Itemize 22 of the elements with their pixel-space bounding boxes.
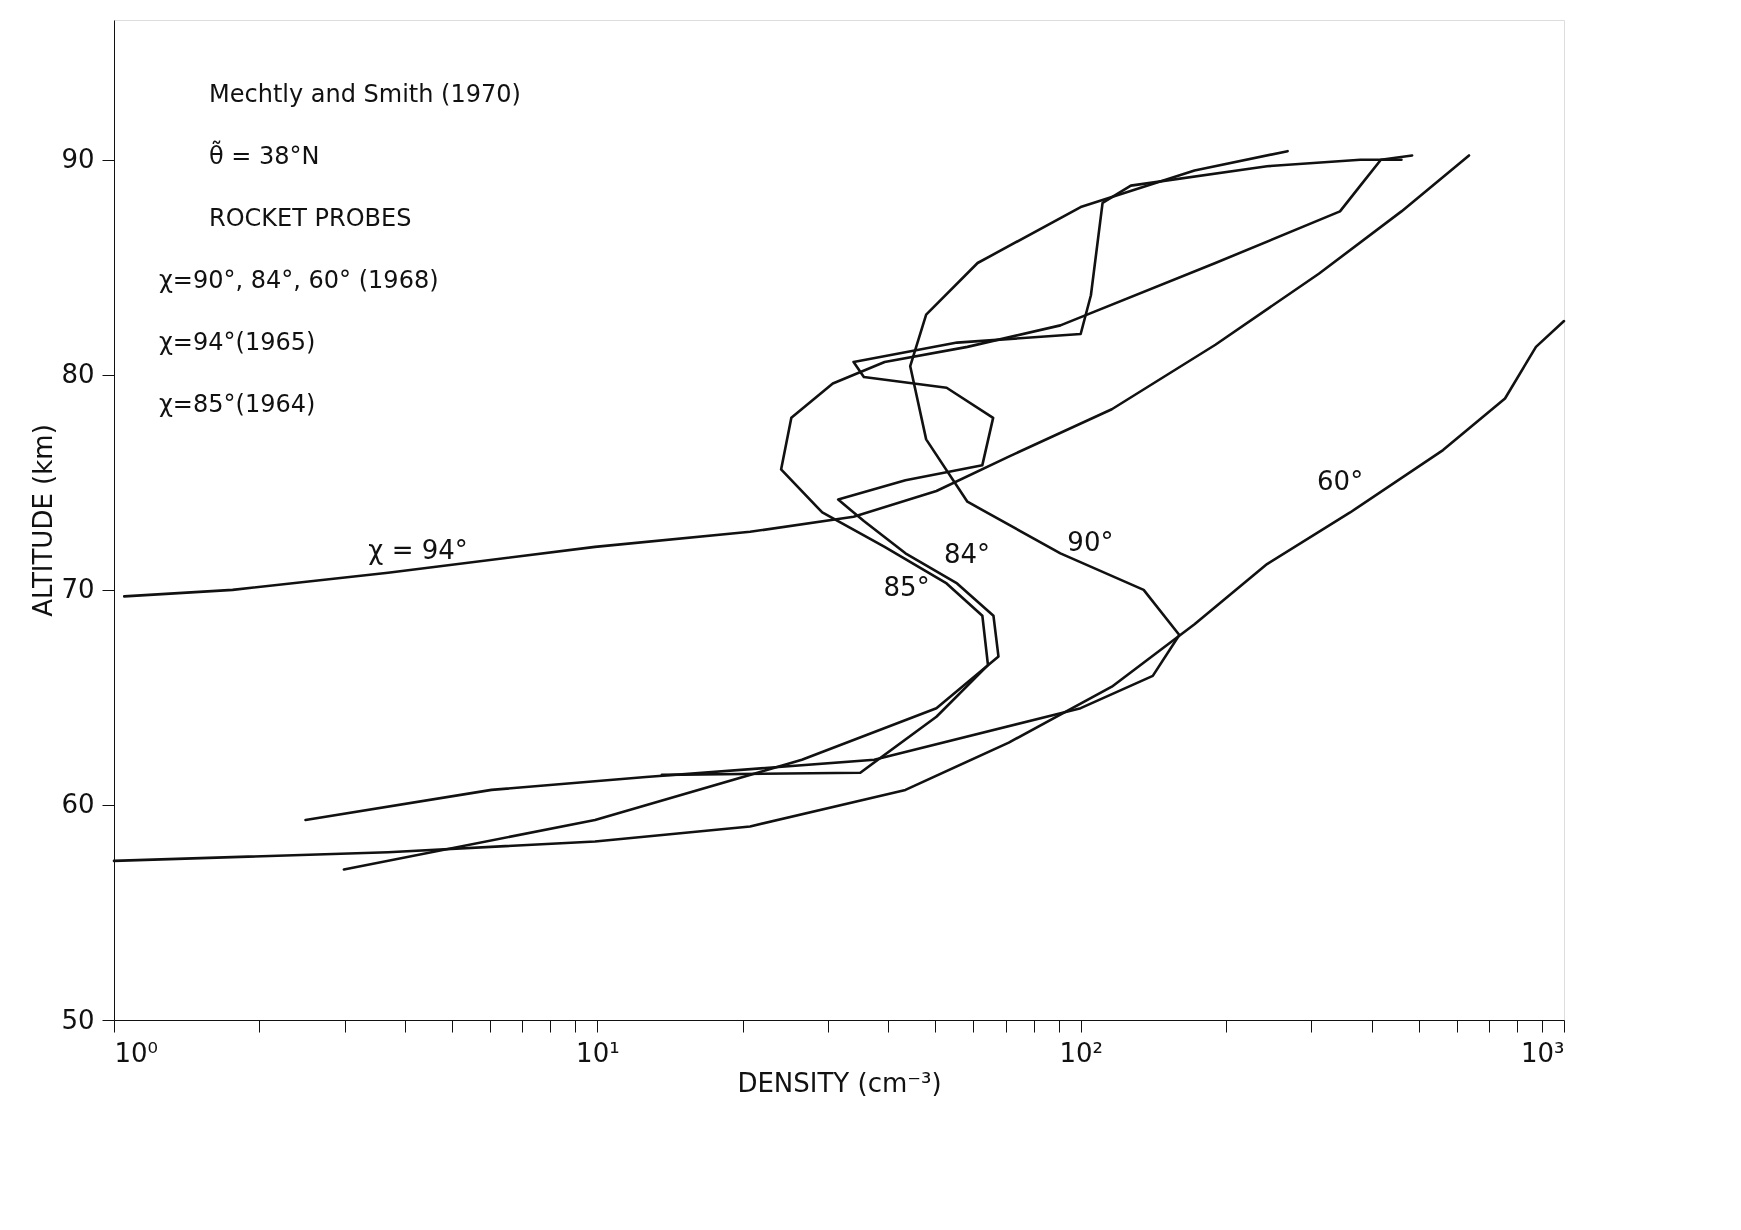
y-tick-label: 80: [61, 359, 95, 390]
annotation: ROCKET PROBES: [209, 204, 412, 232]
x-tick-label: 10³: [1520, 1037, 1565, 1068]
y-tick-label: 50: [61, 1004, 95, 1035]
x-axis-title: DENSITY (cm⁻³): [737, 1067, 942, 1098]
series-label: 90°: [1067, 527, 1114, 558]
annotation: χ=90°, 84°, 60° (1968): [159, 266, 439, 294]
annotation: θ̃ = 38°N: [209, 139, 320, 170]
series-label: 85°: [883, 572, 930, 603]
y-tick-label: 60: [61, 789, 95, 820]
y-tick-label: 70: [61, 574, 95, 605]
annotation: χ=85°(1964): [159, 390, 316, 418]
x-tick-label: 10²: [1059, 1037, 1103, 1068]
annotation: Mechtly and Smith (1970): [209, 80, 521, 108]
x-tick-label: 10¹: [576, 1037, 620, 1068]
x-tick-label: 10⁰: [114, 1037, 159, 1068]
annotation: χ=94°(1965): [159, 328, 316, 356]
series-label: χ = 94°: [368, 534, 468, 565]
y-axis-title: ALTITUDE (km): [28, 424, 59, 617]
series-label: 84°: [944, 539, 991, 570]
y-tick-label: 90: [61, 144, 95, 175]
series-label: 60°: [1317, 466, 1364, 497]
